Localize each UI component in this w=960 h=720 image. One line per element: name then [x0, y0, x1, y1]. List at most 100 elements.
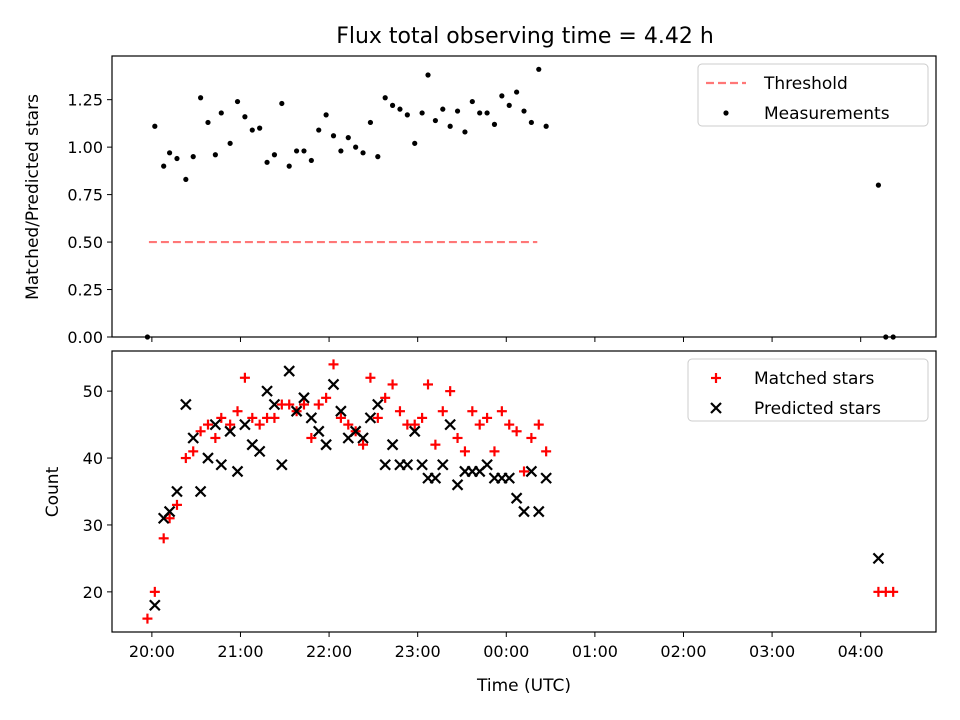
predicted-star-point — [386, 438, 399, 451]
legend-entry-label: Threshold — [763, 74, 848, 94]
measurement-point — [454, 108, 461, 114]
measurement-point — [425, 72, 431, 78]
bottom-series-matched-stars — [142, 359, 899, 624]
legend-entry-label: Measurements — [764, 104, 890, 124]
top-ytick-label: 0.00 — [67, 328, 103, 347]
predicted-star-point — [253, 445, 266, 458]
xtick-label: 21:00 — [217, 642, 263, 661]
x-axis-label: Time (UTC) — [476, 676, 571, 696]
measurement-point — [316, 127, 322, 133]
measurement-point — [198, 95, 204, 101]
measurement-point — [367, 119, 374, 126]
matched-star-point — [202, 419, 213, 430]
predicted-star-point — [481, 458, 493, 471]
predicted-star-point — [327, 378, 340, 391]
predicted-star-point — [518, 505, 530, 518]
predicted-star-point — [451, 479, 464, 491]
measurement-point — [330, 133, 337, 139]
predicted-star-point — [149, 599, 161, 612]
xtick-label: 00:00 — [483, 642, 529, 661]
measurement-point — [506, 102, 512, 108]
matched-star-point — [496, 406, 507, 417]
matched-star-point — [519, 466, 529, 477]
matched-star-point — [158, 533, 169, 544]
matched-star-point — [467, 406, 478, 417]
measurement-point — [353, 144, 359, 150]
matched-star-point — [195, 426, 206, 437]
predicted-star-point — [239, 418, 251, 431]
matched-star-point — [533, 419, 544, 430]
bottom-ytick-label: 40 — [83, 449, 103, 468]
matched-star-point — [474, 419, 485, 430]
xtick-label: 04:00 — [838, 642, 884, 661]
legend-dot-handle — [723, 110, 729, 116]
matched-star-point — [437, 406, 448, 417]
predicted-star-point — [276, 458, 288, 471]
matched-star-point — [423, 379, 434, 390]
matched-star-point — [254, 419, 265, 430]
bottom-series-predicted-stars — [149, 365, 885, 612]
matched-star-point — [321, 392, 332, 403]
predicted-star-point — [416, 458, 428, 471]
measurement-point — [234, 98, 241, 105]
matched-star-point — [526, 432, 537, 443]
measurement-point — [227, 140, 233, 146]
matched-star-point — [335, 412, 346, 423]
bottom-ytick-label: 30 — [83, 516, 103, 535]
measurement-point — [469, 98, 475, 105]
predicted-star-point — [290, 405, 303, 417]
measurement-point — [264, 159, 270, 165]
top-ytick-label: 1.00 — [67, 138, 103, 157]
matched-star-point — [216, 412, 227, 423]
predicted-star-point — [305, 412, 318, 424]
matched-star-point — [452, 432, 463, 443]
measurement-point — [279, 100, 285, 107]
bottom-legend: Matched stars Predicted stars — [687, 358, 929, 422]
top-ytick-label: 1.25 — [67, 91, 103, 110]
matched-star-point — [358, 439, 369, 450]
top-ytick-label: 0.50 — [67, 233, 103, 252]
predicted-star-point — [283, 365, 295, 377]
measurement-point — [345, 135, 351, 141]
matched-star-point — [409, 419, 420, 430]
predicted-star-point — [261, 385, 273, 397]
bottom-ytick-label: 50 — [83, 382, 103, 401]
measurement-point — [412, 140, 418, 146]
matched-star-point — [269, 412, 280, 423]
matched-star-point — [284, 399, 295, 410]
matched-star-point — [417, 412, 428, 423]
measurement-point — [389, 102, 396, 108]
bottom-panel: 20 30 40 50 20:00 21:00 22:00 23:00 00:00 01:00 02… — [83, 350, 937, 661]
xtick-label: 23:00 — [395, 642, 441, 661]
measurement-point — [308, 157, 314, 164]
predicted-star-point — [231, 465, 244, 478]
predicted-star-point — [215, 458, 228, 471]
matched-star-point — [343, 419, 354, 430]
measurement-point — [382, 95, 388, 101]
bottom-axes-frame — [111, 350, 937, 633]
measurement-point — [323, 112, 329, 118]
measurement-point — [212, 152, 218, 158]
predicted-star-point — [202, 452, 214, 464]
predicted-star-point — [312, 425, 325, 438]
measurement-point — [293, 148, 300, 154]
measurement-point — [477, 110, 483, 116]
matched-star-point — [298, 399, 309, 410]
measurement-point — [499, 93, 505, 99]
matched-star-point — [541, 446, 552, 457]
measurement-point — [286, 163, 292, 169]
predicted-star-point — [194, 485, 207, 498]
measurement-point — [360, 150, 366, 156]
measurement-point — [249, 127, 255, 133]
measurement-point — [166, 150, 173, 156]
measurement-point — [301, 148, 307, 154]
measurement-point — [440, 106, 446, 112]
measurement-point — [514, 89, 520, 95]
predicted-star-point — [503, 472, 516, 484]
top-ytick-label: 0.25 — [67, 281, 103, 300]
measurement-point — [536, 66, 542, 72]
xtick-label: 02:00 — [660, 642, 706, 661]
matched-star-point — [489, 446, 500, 457]
predicted-star-point — [429, 472, 442, 484]
predicted-star-point — [372, 398, 384, 411]
